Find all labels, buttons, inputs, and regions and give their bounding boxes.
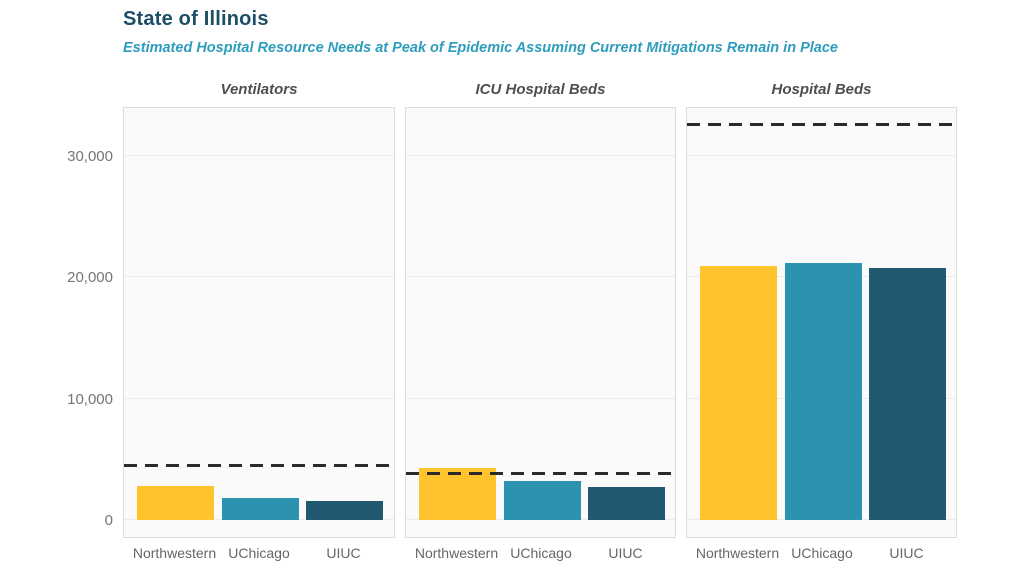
x-tick-label-uiuc: UIUC bbox=[608, 545, 643, 561]
gridline bbox=[124, 397, 394, 399]
x-tick-label-uiuc: UIUC bbox=[889, 545, 924, 561]
y-axis: 0 10,000 20,000 30,000 bbox=[0, 107, 113, 538]
plot-area bbox=[123, 107, 395, 538]
capacity-dashed-line bbox=[124, 463, 394, 467]
y-tick-label: 30,000 bbox=[67, 148, 113, 166]
bar-northwestern bbox=[700, 266, 777, 520]
plot-area bbox=[686, 107, 957, 538]
x-tick-label-uchicago: UChicago bbox=[228, 545, 290, 561]
panel-title: Hospital Beds bbox=[771, 81, 872, 98]
panel-title: ICU Hospital Beds bbox=[475, 81, 606, 98]
bar-uchicago bbox=[221, 497, 299, 520]
x-tick-label-northwestern: Northwestern bbox=[132, 545, 217, 561]
x-axis-labels: Northwestern UChicago UIUC bbox=[405, 545, 676, 569]
gridline bbox=[406, 276, 675, 278]
panel-ventilators: Ventilators Northwestern UChicago UIUC bbox=[123, 80, 395, 569]
capacity-dashed-line bbox=[406, 472, 675, 476]
bar-uchicago bbox=[503, 481, 581, 520]
panel-title: Ventilators bbox=[220, 81, 298, 98]
x-tick-label-northwestern: Northwestern bbox=[695, 545, 780, 561]
gridline bbox=[124, 276, 394, 278]
y-tick-label: 0 bbox=[104, 512, 113, 529]
x-axis-labels: Northwestern UChicago UIUC bbox=[123, 545, 395, 569]
y-tick-label: 10,000 bbox=[67, 390, 113, 408]
gridline bbox=[124, 155, 394, 157]
x-tick-label-northwestern: Northwestern bbox=[414, 545, 499, 561]
y-tick-label: 20,000 bbox=[67, 269, 113, 287]
panel-hospital-beds: Hospital Beds Northwestern UChicago UIUC bbox=[686, 80, 957, 569]
x-tick-label-uchicago: UChicago bbox=[510, 545, 572, 561]
panel-icu-hospital-beds: ICU Hospital Beds Northwestern UChicago UIU… bbox=[405, 80, 676, 569]
x-axis-labels: Northwestern UChicago UIUC bbox=[686, 545, 957, 569]
bar-uiuc bbox=[306, 500, 383, 520]
capacity-dashed-line bbox=[687, 123, 956, 127]
gridline bbox=[406, 397, 675, 399]
bar-uchicago bbox=[784, 262, 862, 520]
chart-subtitle: Estimated Hospital Resource Needs at Pea… bbox=[123, 40, 838, 56]
bar-uiuc bbox=[869, 267, 946, 520]
page-title: State of Illinois bbox=[123, 8, 269, 30]
bar-northwestern bbox=[137, 486, 214, 520]
plot-area bbox=[405, 107, 676, 538]
x-tick-label-uiuc: UIUC bbox=[326, 545, 361, 561]
bar-uiuc bbox=[588, 486, 665, 520]
x-tick-label-uchicago: UChicago bbox=[791, 545, 853, 561]
panels-row: Ventilators Northwestern UChicago UIUC ICU H… bbox=[123, 80, 957, 569]
gridline bbox=[687, 155, 956, 157]
bar-northwestern bbox=[419, 467, 496, 520]
gridline bbox=[406, 155, 675, 157]
